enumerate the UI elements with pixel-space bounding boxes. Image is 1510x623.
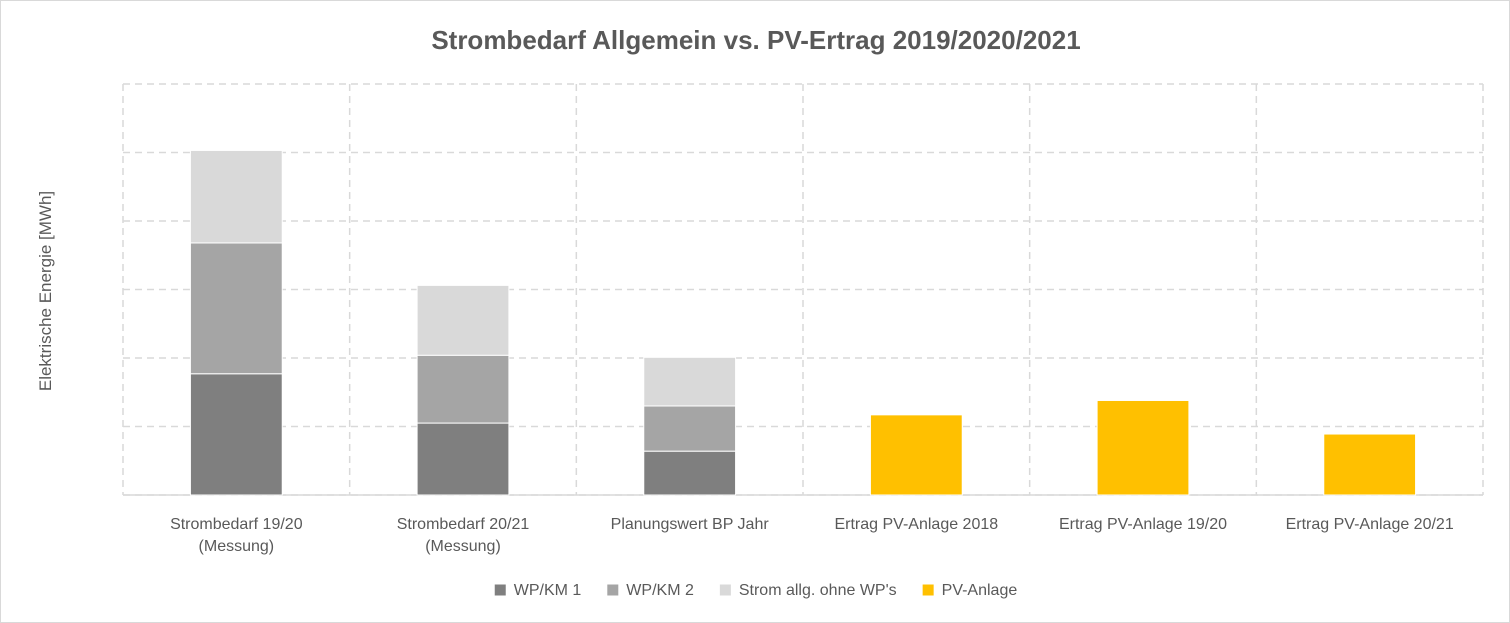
bar-segment-1-category-3	[643, 450, 737, 496]
bar-segment-1-category-1	[189, 373, 283, 496]
category-label: Ertrag PV-Anlage 2018	[834, 516, 998, 533]
legend-swatch	[607, 584, 619, 596]
legend-item-4: PV-Anlage	[922, 582, 1018, 599]
category-label: Strombedarf 20/21 (Messung)	[397, 516, 530, 555]
legend-item-1: WP/KM 1	[494, 582, 582, 599]
bar-segment-2-category-1	[189, 242, 283, 375]
legend-swatch	[719, 584, 731, 596]
legend-label: Strom allg. ohne WP's	[739, 582, 897, 599]
bar-segment-3-category-3	[643, 356, 737, 407]
bars	[189, 149, 1417, 496]
bar-segment-3-category-2	[416, 284, 510, 356]
category-label: Ertrag PV-Anlage 19/20	[1059, 516, 1227, 533]
legend: WP/KM 1 WP/KM 2 Strom allg. ohne WP's PV-An…	[494, 582, 1018, 599]
legend-swatch	[922, 584, 934, 596]
bar-segment-4-category-4	[869, 414, 963, 496]
bar-segment-4-category-6	[1323, 433, 1417, 496]
chart-title: Strombedarf Allgemein vs. PV-Ertrag 2019…	[431, 25, 1080, 55]
legend-item-2: WP/KM 2	[607, 582, 694, 599]
bar-segment-3-category-1	[189, 149, 283, 244]
bar-segment-2-category-3	[643, 405, 737, 452]
bar-segment-1-category-2	[416, 422, 510, 496]
category-label: Strombedarf 19/20 (Messung)	[170, 516, 303, 555]
legend-item-3: Strom allg. ohne WP's	[719, 582, 897, 599]
legend-label: WP/KM 2	[626, 582, 694, 599]
grid-lines	[122, 83, 1484, 496]
bar-segment-4-category-5	[1096, 399, 1190, 496]
category-labels: Strombedarf 19/20 (Messung) Strombedarf 20…	[170, 516, 1454, 555]
y-axis-label: Elektrische Energie [MWh]	[36, 191, 55, 391]
category-label: Ertrag PV-Anlage 20/21	[1286, 516, 1454, 533]
legend-label: PV-Anlage	[942, 582, 1018, 599]
category-label: Planungswert BP Jahr	[611, 516, 770, 533]
bar-segment-2-category-2	[416, 354, 510, 424]
legend-label: WP/KM 1	[514, 582, 582, 599]
legend-swatch	[494, 584, 506, 596]
